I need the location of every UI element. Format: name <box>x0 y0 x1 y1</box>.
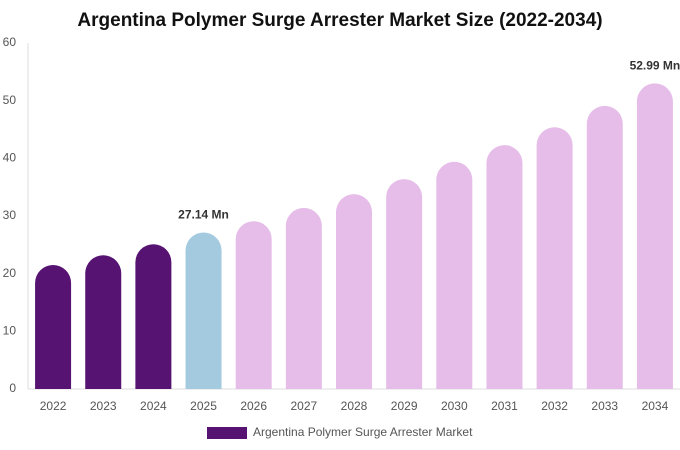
x-tick-label: 2024 <box>140 399 167 413</box>
x-tick-label: 2025 <box>190 399 217 413</box>
bar <box>185 232 222 389</box>
legend-label: Argentina Polymer Surge Arrester Market <box>253 425 473 439</box>
x-tick-label: 2034 <box>642 399 669 413</box>
bar <box>436 161 473 389</box>
x-tick-label: 2027 <box>290 399 317 413</box>
bar <box>486 145 523 389</box>
value-label: 52.99 Mn <box>630 59 680 73</box>
y-tick-label: 20 <box>3 266 17 280</box>
legend-swatch <box>207 427 247 439</box>
y-tick-label: 10 <box>3 324 17 338</box>
chart-title: Argentina Polymer Surge Arrester Market … <box>77 10 602 31</box>
y-tick-label: 30 <box>3 208 17 222</box>
bar <box>386 179 423 389</box>
x-tick-label: 2028 <box>341 399 368 413</box>
x-tick-label: 2026 <box>240 399 267 413</box>
value-label: 27.14 Mn <box>178 208 229 222</box>
x-tick-label: 2031 <box>491 399 518 413</box>
bar <box>35 265 72 389</box>
bar <box>135 244 172 389</box>
bar <box>235 221 272 389</box>
bar <box>336 194 372 389</box>
x-tick-label: 2032 <box>541 399 568 413</box>
x-tick-label: 2030 <box>441 399 468 413</box>
y-tick-label: 0 <box>9 381 16 395</box>
x-tick-label: 2022 <box>40 399 67 413</box>
x-tick-label: 2033 <box>591 399 618 413</box>
x-tick-label: 2023 <box>90 399 117 413</box>
x-tick-label: 2029 <box>391 399 418 413</box>
bar <box>636 83 673 390</box>
bar <box>586 105 623 389</box>
y-tick-label: 50 <box>3 93 17 107</box>
bar <box>536 127 573 390</box>
bar <box>285 207 322 389</box>
y-tick-label: 40 <box>3 151 17 165</box>
y-tick-label: 60 <box>3 35 17 49</box>
bar <box>85 255 122 389</box>
